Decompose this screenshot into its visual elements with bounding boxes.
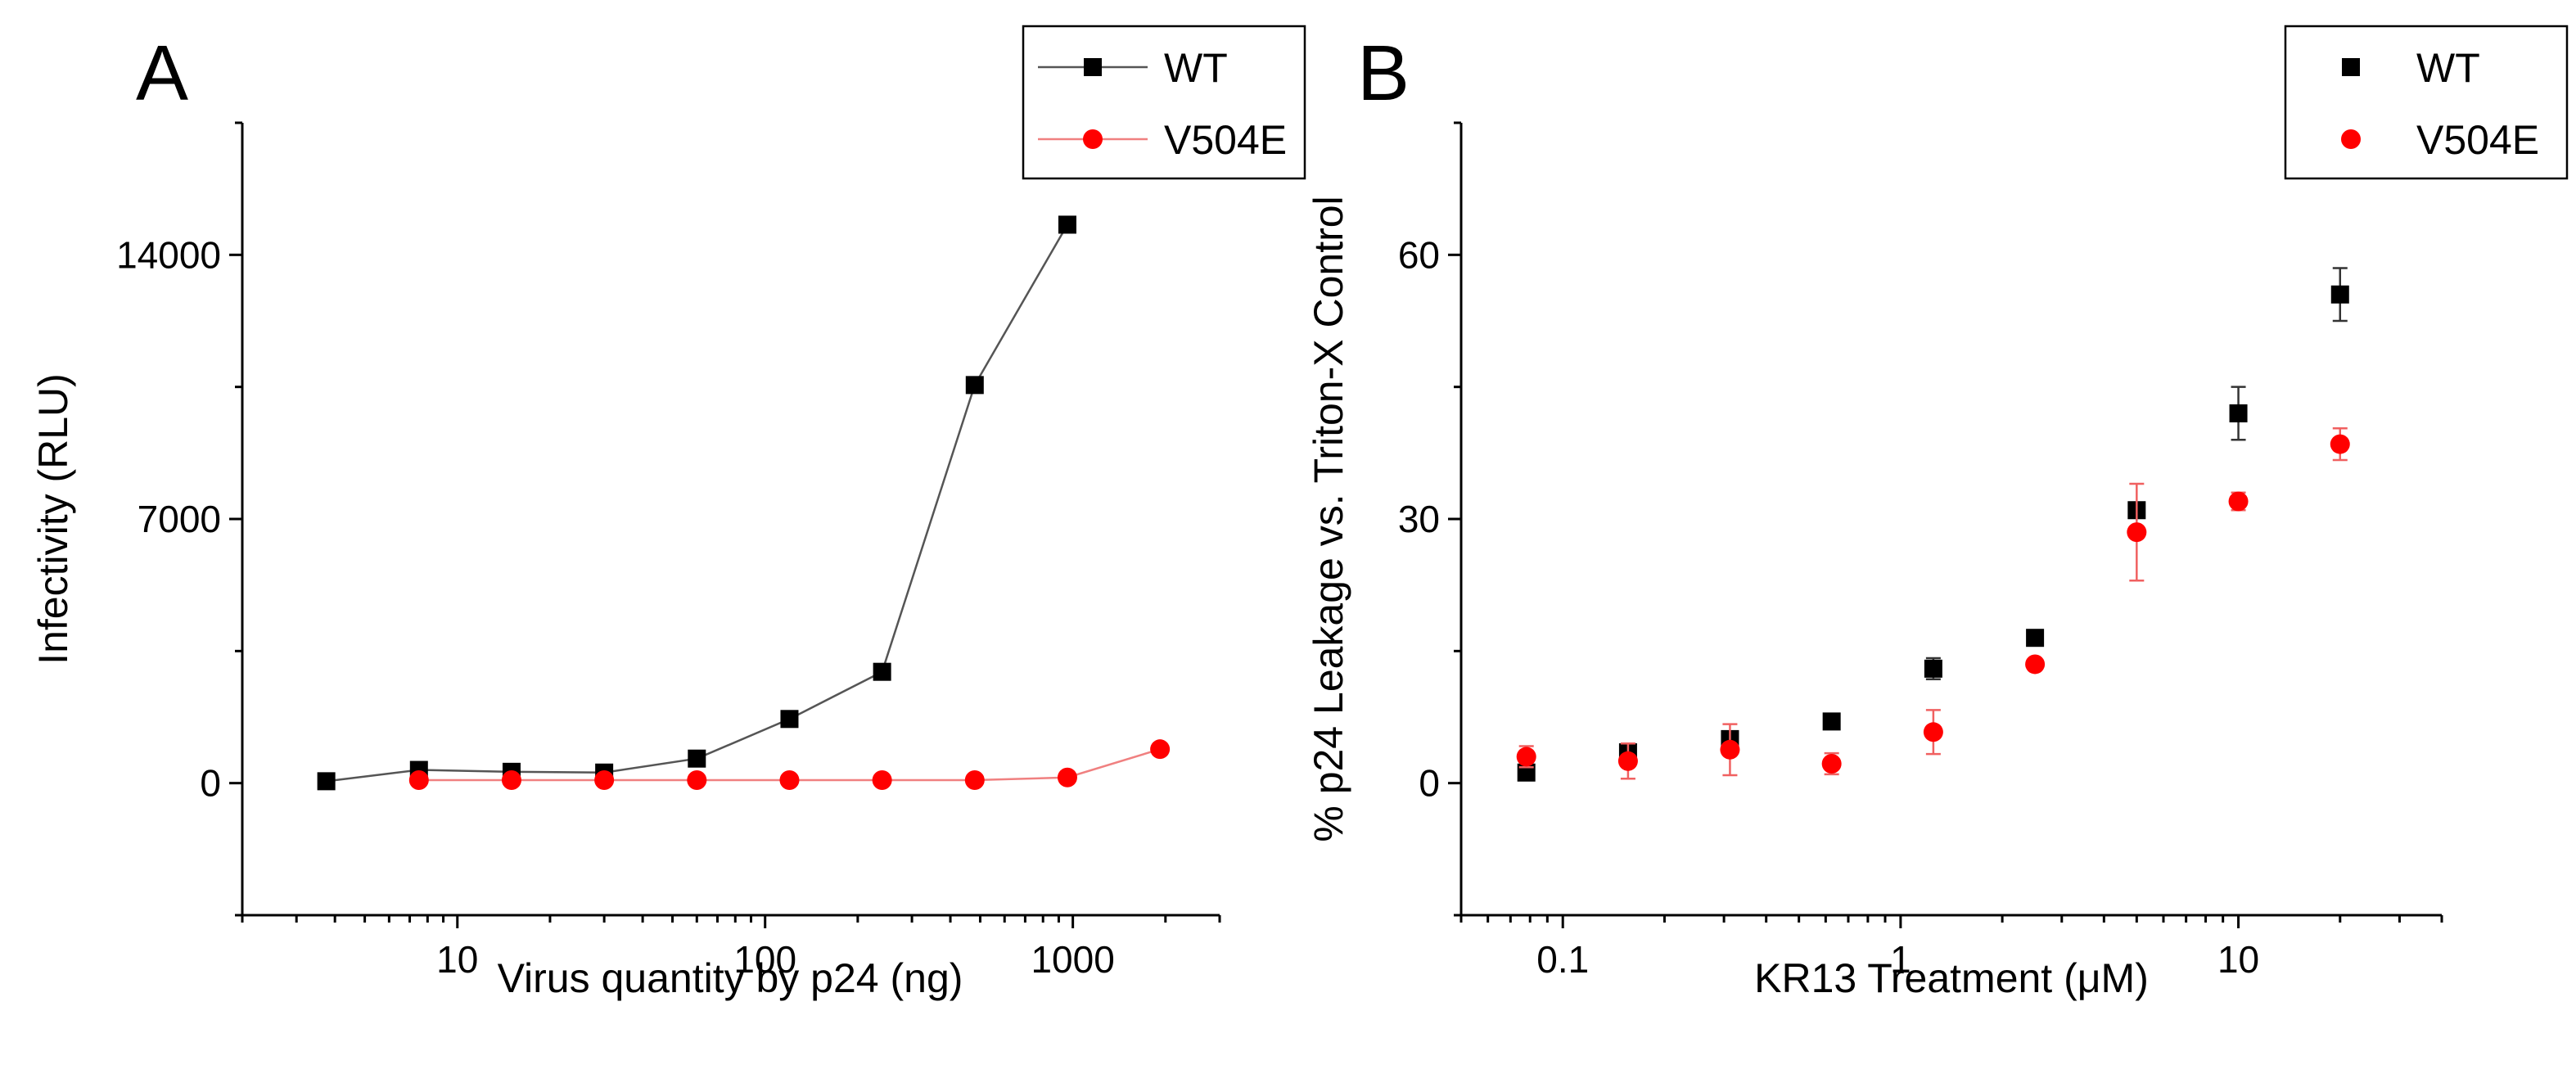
data-point [1924,659,1942,678]
y-axis-title: % p24 Leakage vs. Triton-X Control [1306,196,1351,842]
data-point [594,769,615,790]
series-v504e [1516,426,2350,780]
legend-box [2284,25,2569,180]
y-tick-label: 60 [1398,233,1440,276]
x-axis-title: Virus quantity by p24 (ng) [498,955,963,1001]
x-axis-title: KR13 Treatment (μM) [1754,955,2149,1001]
data-point [317,772,336,791]
data-point [1057,767,1077,787]
x-tick-label: 10 [436,938,478,981]
y-tick-label: 0 [200,762,221,805]
data-point [1822,712,1841,731]
data-point [2330,285,2349,304]
legend-label: V504E [2416,117,2539,163]
legend-label: WT [2416,45,2480,91]
panel-B: B 0 30 60 0.1 1 10 KR13 Treatment (μM) % p24 Lea… [1306,25,2569,1001]
x-tick-label: 1 [1890,938,1911,981]
x-tick-label: 0.1 [1536,938,1589,981]
data-point [1617,751,1638,771]
series-v504e [408,739,1171,790]
data-point [872,769,892,790]
legend-marker [2342,58,2360,76]
data-point [1150,739,1171,760]
data-point [964,769,985,790]
data-point [780,710,799,729]
legend: WT V504E [2284,25,2569,180]
legend-entry: WT [2342,45,2480,91]
data-point [501,769,521,790]
panel-letter: A [136,29,188,117]
data-point [2229,404,2248,422]
data-point [2228,491,2249,512]
legend-entry: V504E [1038,117,1287,163]
data-point [2127,522,2147,543]
legend-box [1022,25,1306,180]
data-point [1821,754,1842,774]
data-point [408,769,429,790]
data-point [873,662,891,681]
y-tick-label: 7000 [138,498,221,540]
data-point [965,376,984,395]
data-point [2026,629,2045,648]
y-tick-label: 0 [1419,762,1440,805]
data-point [1923,722,1943,742]
y-tick-label: 14000 [116,233,221,276]
panel-A: A 0 7000 14000 10 100 1000 Virus quantity by p2… [30,25,1306,1001]
y-axis-title: Infectivity (RLU) [30,373,76,665]
x-tick-label: 1000 [1031,938,1114,981]
data-point [1058,215,1076,234]
x-tick-label: 10 [2217,938,2259,981]
data-point [2025,654,2046,675]
data-point [688,749,706,768]
data-point [2330,434,2350,454]
series-wt [1517,267,2349,782]
data-point [687,769,707,790]
legend-label: WT [1164,45,1228,91]
data-point [779,769,800,790]
legend: WT V504E [1022,25,1306,180]
legend-marker [1084,58,1102,76]
legend-marker [2341,129,2361,149]
legend-entry: V504E [2341,117,2539,163]
series-line [326,223,1069,783]
legend-label: V504E [1164,117,1287,163]
x-tick-label: 100 [733,938,796,981]
data-point [1516,747,1536,767]
y-tick-label: 30 [1398,498,1440,540]
series-wt [317,215,1076,791]
legend-marker [1083,129,1103,149]
panel-letter: B [1357,29,1410,117]
data-point [1720,739,1740,760]
legend-entry: WT [1038,45,1228,91]
